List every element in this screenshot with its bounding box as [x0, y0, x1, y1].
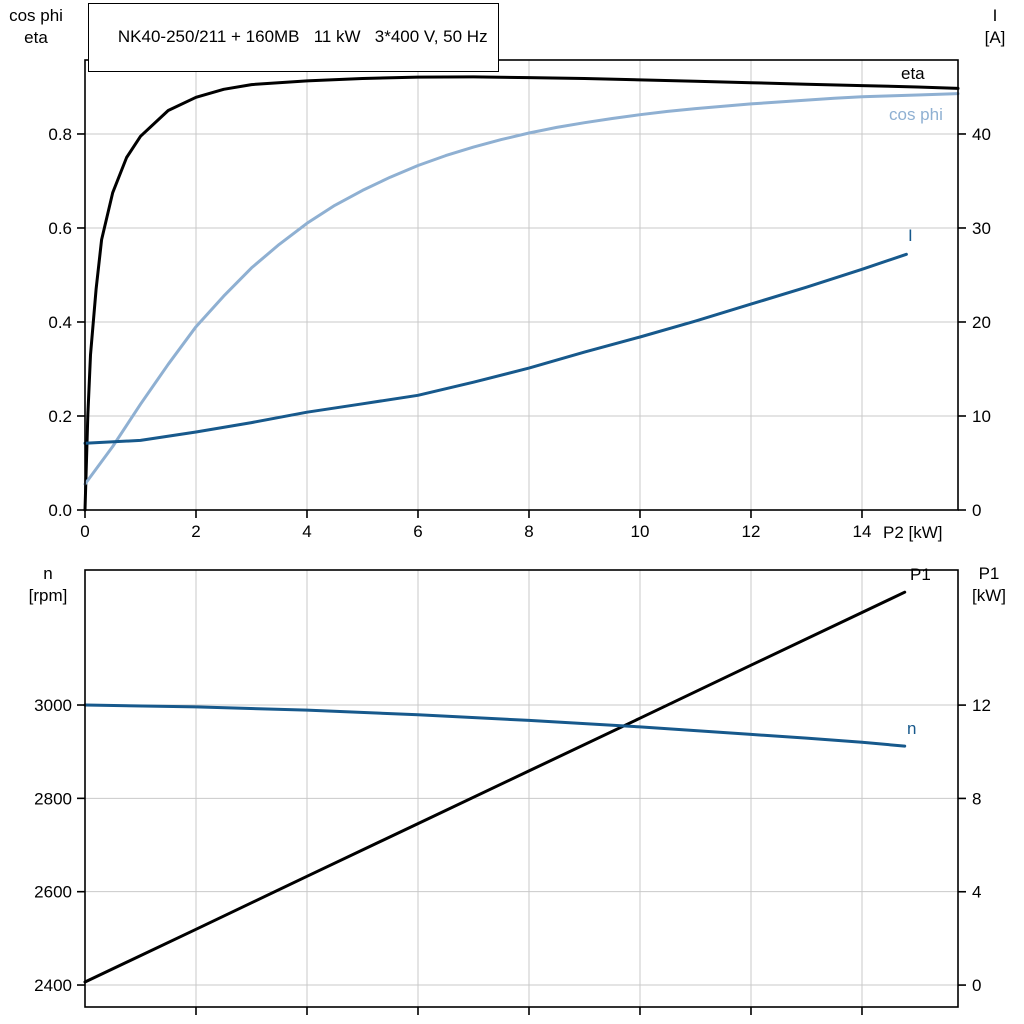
x-axis-label: P2 [kW] — [883, 523, 943, 542]
left-axis-tick-label: 0.6 — [48, 219, 72, 238]
axis-label-speed: n — [43, 564, 53, 583]
left-axis-tick-label: 2800 — [34, 789, 72, 808]
p1-curve-label: P1 — [910, 565, 931, 584]
x-axis-tick-label: 12 — [742, 522, 761, 541]
right-axis-tick-label: 40 — [972, 125, 991, 144]
plot-frame — [84, 59, 959, 511]
right-axis-tick-label: 4 — [972, 883, 981, 902]
current-curve-label: I — [908, 226, 913, 245]
x-axis-tick-label: 8 — [524, 522, 533, 541]
left-axis-tick-label: 2400 — [34, 976, 72, 995]
right-axis-tick-label: 0 — [972, 976, 981, 995]
right-axis-tick-label: 20 — [972, 313, 991, 332]
bottom-right-axis-title: P1 [kW] — [960, 563, 1018, 607]
axis-label-p1: P1 — [978, 564, 1000, 583]
right-axis-tick-label: 10 — [972, 407, 991, 426]
x-axis-tick-label: 6 — [413, 522, 422, 541]
axis-label-eta: eta — [24, 28, 48, 47]
right-axis-tick-label: 30 — [972, 219, 991, 238]
axis-label-speed-unit: [rpm] — [28, 586, 68, 605]
plot-frame — [84, 569, 959, 1008]
axis-label-current: I — [992, 6, 998, 25]
top-left-axis-title: cos phi eta — [2, 5, 70, 49]
axis-label-current-unit: [A] — [984, 28, 1006, 47]
right-axis-tick-label: 8 — [972, 789, 981, 808]
left-axis-tick-label: 0.8 — [48, 125, 72, 144]
left-axis-tick-label: 0.0 — [48, 501, 72, 520]
x-axis-tick-label: 0 — [80, 522, 89, 541]
axis-label-p1-unit: [kW] — [972, 586, 1006, 605]
left-axis-tick-label: 0.2 — [48, 407, 72, 426]
cos-phi-curve-label: cos phi — [889, 105, 943, 124]
right-axis-tick-label: 12 — [972, 696, 991, 715]
top-right-axis-title: I [A] — [972, 5, 1018, 49]
chart-title-box: NK40-250/211 + 160MB 11 kW 3*400 V, 50 H… — [88, 3, 499, 72]
left-axis-tick-label: 0.4 — [48, 313, 72, 332]
axis-label-cos-phi: cos phi — [9, 6, 63, 25]
n-curve — [83, 703, 907, 748]
left-axis-tick-label: 3000 — [34, 696, 72, 715]
x-axis-tick-label: 2 — [191, 522, 200, 541]
eta-curve-label: eta — [901, 64, 925, 83]
left-axis-tick-label: 2600 — [34, 883, 72, 902]
p1-curve — [83, 590, 907, 984]
x-axis-tick-label: 10 — [631, 522, 650, 541]
eta-curve — [83, 75, 960, 512]
cos_phi-curve — [83, 92, 960, 486]
right-axis-tick-label: 0 — [972, 501, 981, 520]
n-curve-label: n — [907, 719, 917, 738]
x-axis-tick-label: 4 — [302, 522, 311, 541]
x-axis-tick-label: 14 — [853, 522, 872, 541]
chart-title: NK40-250/211 + 160MB 11 kW 3*400 V, 50 H… — [117, 27, 488, 46]
current-curve — [83, 252, 908, 445]
bottom-left-axis-title: n [rpm] — [14, 563, 82, 607]
